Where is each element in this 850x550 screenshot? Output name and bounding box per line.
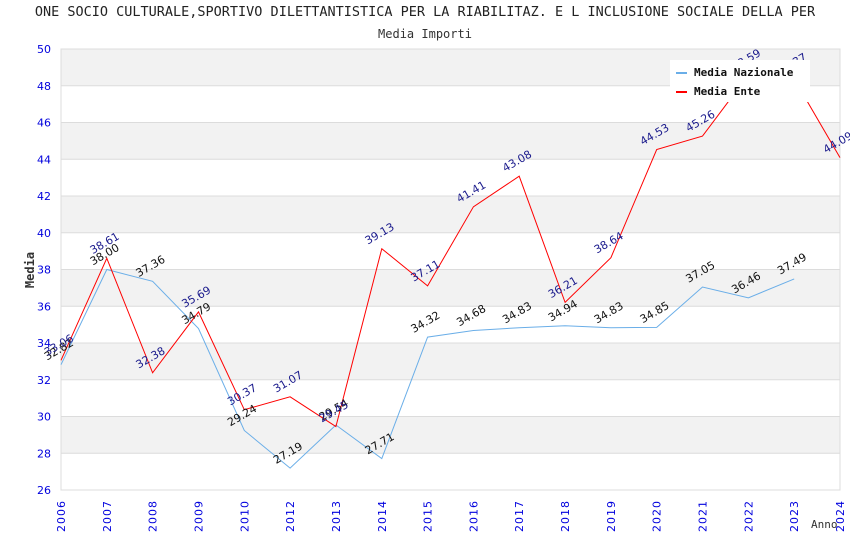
x-tick-label: 2016	[467, 500, 480, 532]
x-tick-label: 2006	[55, 500, 68, 532]
legend-label: Media Ente	[694, 85, 761, 98]
y-axis-label: Media	[23, 252, 37, 288]
x-tick-label: 2022	[742, 500, 755, 532]
data-label: 34.32	[409, 309, 443, 336]
legend-swatch	[676, 72, 687, 74]
series-lines	[60, 74, 841, 469]
x-axis-ticks: 2006 2007 2008 2009 2010 2012 2013 2014 2015 2016…	[55, 500, 847, 532]
grid-band	[61, 269, 840, 307]
x-tick-label: 2008	[147, 500, 160, 532]
grid-band	[61, 416, 840, 454]
x-tick-label: 2012	[284, 500, 297, 532]
y-tick-label: 36	[37, 300, 51, 313]
x-tick-label: 2017	[513, 500, 526, 532]
x-tick-label: 2018	[559, 500, 572, 532]
legend-label: Media Nazionale	[694, 66, 794, 79]
x-tick-label: 2007	[101, 500, 114, 532]
legend: Media Nazionale Media Ente	[670, 60, 810, 102]
y-tick-label: 34	[37, 337, 51, 350]
x-tick-label: 2013	[330, 500, 343, 532]
x-axis-label: Anno	[811, 518, 838, 531]
x-tick-label: 2020	[651, 500, 664, 532]
y-tick-label: 44	[37, 153, 51, 166]
y-tick-label: 48	[37, 80, 51, 93]
y-tick-label: 30	[37, 411, 51, 424]
grid-band	[61, 343, 840, 380]
chart-title-text: ONE SOCIO CULTURALE,SPORTIVO DILETTANTIS…	[34, 4, 816, 20]
x-tick-label: 2023	[788, 500, 801, 532]
x-tick-label: 2015	[422, 500, 435, 532]
x-tick-label: 2021	[697, 500, 710, 532]
series-line-media-ente	[60, 74, 841, 428]
data-label: 38.64	[592, 229, 626, 256]
y-tick-label: 26	[37, 484, 51, 497]
legend-swatch	[676, 91, 687, 93]
y-axis-ticks: 26 28 30 32 34 36 38 40 42 44 46 48 50	[37, 43, 51, 497]
grid-bands	[60, 48, 841, 491]
x-tick-label: 2010	[238, 500, 251, 532]
x-tick-label: 2009	[192, 500, 205, 532]
chart-subtitle: Media Importi	[378, 27, 472, 41]
grid-lines	[61, 48, 840, 491]
y-tick-label: 40	[37, 227, 51, 240]
x-tick-label: 2019	[605, 500, 618, 532]
y-tick-label: 46	[37, 117, 51, 130]
series-line-media-nazionale	[60, 268, 795, 469]
y-tick-label: 50	[37, 43, 51, 56]
y-tick-label: 28	[37, 447, 51, 460]
grid-band	[61, 196, 840, 233]
legend-box	[670, 60, 810, 102]
x-tick-label: 2014	[376, 500, 389, 532]
y-tick-label: 42	[37, 190, 51, 203]
x-tick-label: 2024	[834, 500, 847, 532]
y-tick-label: 38	[37, 264, 51, 277]
chart-title: ONE SOCIO CULTURALE,SPORTIVO DILETTANTIS…	[0, 4, 850, 20]
y-tick-label: 32	[37, 374, 51, 387]
grid-band	[61, 122, 840, 160]
